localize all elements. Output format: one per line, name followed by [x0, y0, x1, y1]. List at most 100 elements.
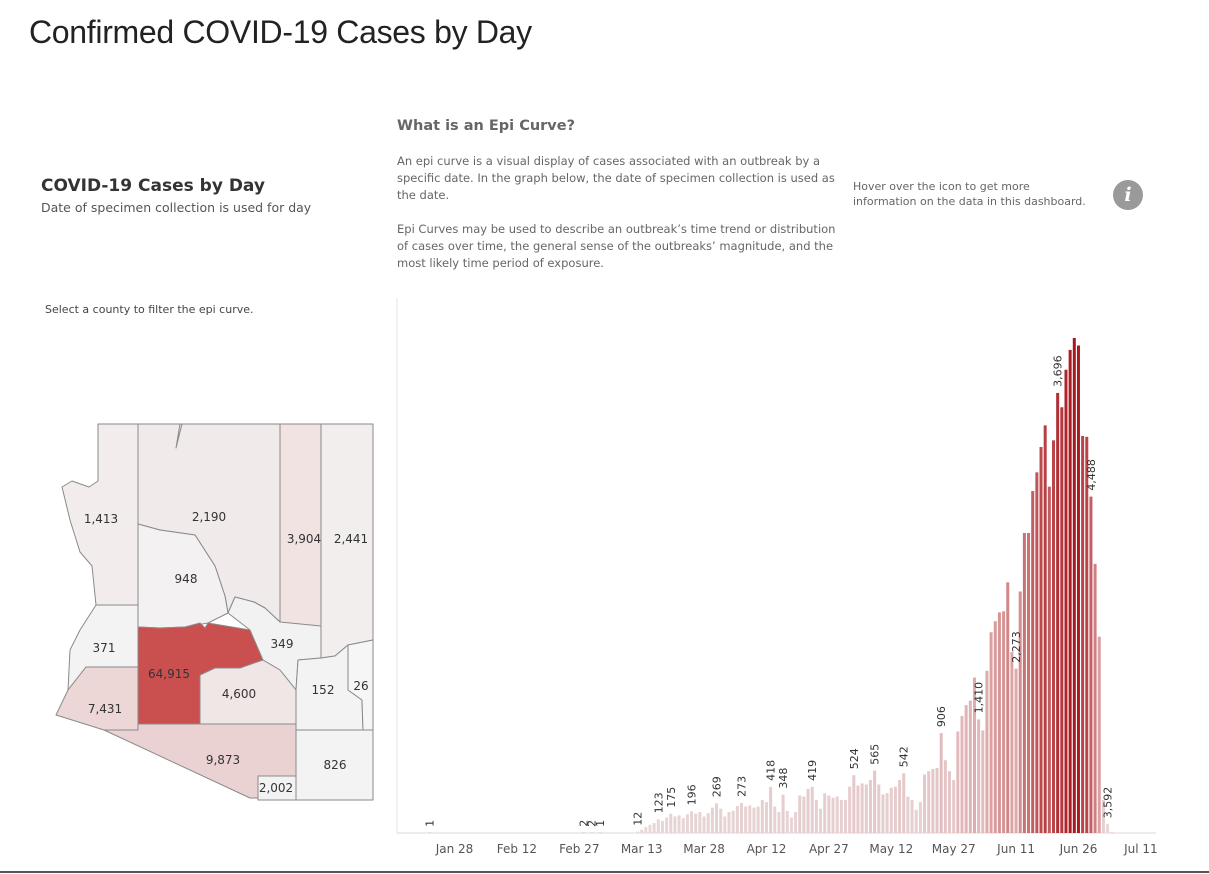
bar[interactable]: [1035, 472, 1039, 833]
bar[interactable]: [1047, 486, 1051, 833]
bar[interactable]: [652, 823, 656, 833]
bar[interactable]: [1010, 652, 1014, 833]
bar[interactable]: [844, 799, 847, 833]
bar[interactable]: [989, 632, 993, 833]
bar[interactable]: [814, 799, 818, 833]
bar[interactable]: [1018, 591, 1022, 833]
bar[interactable]: [785, 810, 789, 833]
bar[interactable]: [802, 796, 806, 833]
bar[interactable]: [702, 816, 706, 833]
bar[interactable]: [665, 817, 669, 833]
bar[interactable]: [706, 813, 710, 833]
bar[interactable]: [1014, 668, 1018, 833]
bar[interactable]: [823, 793, 827, 833]
bar[interactable]: [669, 813, 673, 833]
bar[interactable]: [918, 802, 922, 833]
bar[interactable]: [1006, 582, 1010, 833]
bar[interactable]: [1027, 533, 1031, 833]
bar[interactable]: [690, 811, 694, 833]
bar[interactable]: [939, 733, 943, 833]
bar[interactable]: [769, 786, 773, 833]
bar[interactable]: [964, 705, 968, 833]
bar[interactable]: [906, 796, 910, 833]
bar[interactable]: [590, 832, 594, 833]
bar[interactable]: [710, 807, 714, 833]
bar[interactable]: [428, 832, 431, 833]
bar[interactable]: [1060, 407, 1064, 833]
bar[interactable]: [794, 812, 798, 833]
bar[interactable]: [835, 796, 839, 833]
bar[interactable]: [935, 767, 939, 833]
bar[interactable]: [764, 802, 768, 833]
bar[interactable]: [1106, 824, 1110, 833]
county-santa-cruz[interactable]: [257, 775, 297, 801]
bar[interactable]: [1101, 799, 1105, 833]
bar[interactable]: [977, 719, 981, 833]
bar[interactable]: [1085, 436, 1089, 833]
bar[interactable]: [1068, 349, 1072, 833]
bar[interactable]: [740, 802, 743, 833]
bar[interactable]: [972, 677, 976, 833]
bar[interactable]: [715, 803, 719, 833]
bar[interactable]: [831, 797, 835, 833]
bar[interactable]: [943, 760, 947, 833]
bar[interactable]: [727, 812, 731, 833]
bar[interactable]: [860, 783, 864, 833]
bar[interactable]: [927, 771, 931, 833]
bar[interactable]: [744, 806, 748, 833]
bar[interactable]: [864, 784, 868, 833]
bar[interactable]: [681, 818, 685, 833]
bar[interactable]: [997, 612, 1001, 833]
bar[interactable]: [656, 819, 660, 833]
bar[interactable]: [910, 799, 914, 833]
bar[interactable]: [885, 793, 889, 833]
bar[interactable]: [781, 794, 785, 833]
bar[interactable]: [1056, 392, 1060, 833]
bar[interactable]: [931, 769, 935, 833]
bar[interactable]: [748, 805, 752, 833]
bar[interactable]: [723, 816, 727, 833]
bar[interactable]: [731, 810, 735, 833]
bar[interactable]: [827, 795, 831, 834]
bar[interactable]: [752, 807, 756, 833]
bar[interactable]: [789, 817, 793, 833]
bar[interactable]: [898, 780, 902, 833]
bar[interactable]: [694, 813, 698, 833]
bar[interactable]: [806, 788, 810, 833]
bar[interactable]: [1081, 435, 1085, 833]
bar[interactable]: [735, 805, 739, 833]
bar[interactable]: [1002, 611, 1006, 833]
bar[interactable]: [960, 716, 964, 833]
bar[interactable]: [877, 784, 881, 833]
bar[interactable]: [685, 814, 689, 833]
bar[interactable]: [981, 730, 985, 833]
bar[interactable]: [1022, 533, 1026, 833]
bar[interactable]: [1072, 338, 1076, 833]
bar[interactable]: [852, 775, 856, 833]
bar[interactable]: [868, 780, 872, 833]
bar[interactable]: [1039, 446, 1043, 833]
bar[interactable]: [873, 770, 877, 833]
bar[interactable]: [881, 794, 885, 833]
bar[interactable]: [756, 806, 760, 833]
bar[interactable]: [648, 824, 652, 833]
bar[interactable]: [1097, 636, 1101, 833]
bar[interactable]: [968, 700, 972, 833]
bar[interactable]: [777, 812, 781, 833]
bar[interactable]: [1052, 440, 1055, 833]
bar[interactable]: [1093, 563, 1097, 833]
bar[interactable]: [644, 826, 648, 833]
bar[interactable]: [923, 774, 927, 833]
bar[interactable]: [673, 816, 677, 833]
bar[interactable]: [956, 731, 960, 833]
bar[interactable]: [848, 786, 852, 833]
bar[interactable]: [698, 812, 702, 833]
bar[interactable]: [1110, 831, 1114, 833]
bar[interactable]: [1043, 425, 1047, 833]
bar[interactable]: [952, 780, 956, 833]
bar[interactable]: [893, 786, 897, 833]
bar[interactable]: [839, 799, 843, 833]
bar[interactable]: [598, 832, 602, 833]
bar[interactable]: [948, 771, 951, 833]
bar[interactable]: [677, 815, 681, 833]
